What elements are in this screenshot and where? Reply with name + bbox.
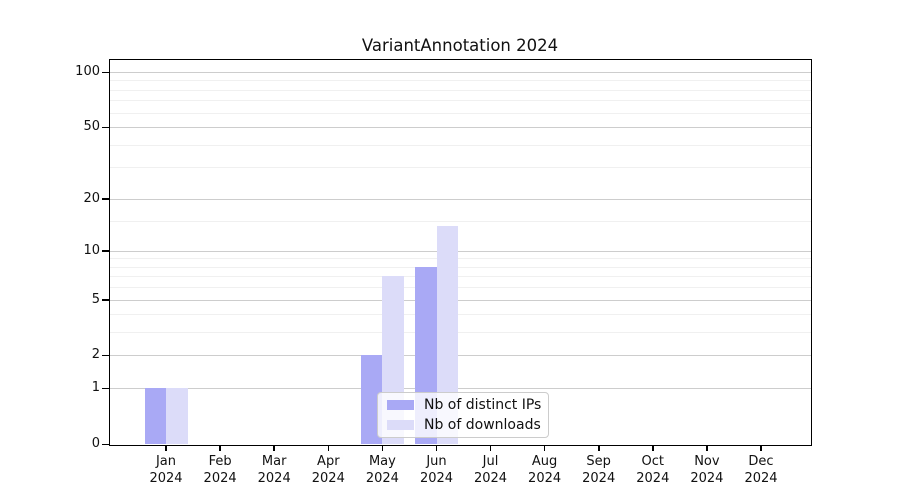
bar-jan-downloads <box>166 388 188 444</box>
legend-label-distinct-ips: Nb of distinct IPs <box>424 397 542 413</box>
x-tick-label: Jan 2024 <box>149 454 183 486</box>
x-tick-mark <box>165 445 167 451</box>
minor-gridline <box>110 332 811 334</box>
y-tick-mark <box>102 126 109 129</box>
major-gridline <box>110 355 811 357</box>
bar-jun-downloads <box>436 225 458 444</box>
minor-gridline <box>110 144 811 146</box>
y-tick-label: 20 <box>83 190 100 206</box>
y-tick-label: 1 <box>91 380 100 396</box>
legend-swatch-downloads <box>387 420 414 430</box>
legend: Nb of distinct IPs Nb of downloads <box>377 392 549 438</box>
x-tick-mark <box>219 445 221 451</box>
y-tick-mark <box>102 250 109 252</box>
minor-gridline <box>110 287 811 289</box>
x-tick-mark <box>652 445 654 451</box>
y-tick-mark <box>102 71 109 73</box>
x-tick-label: Sep 2024 <box>582 454 616 486</box>
major-gridline <box>110 127 811 129</box>
x-tick-label: Aug 2024 <box>528 454 562 486</box>
x-tick-label: May 2024 <box>365 454 399 486</box>
x-tick-mark <box>381 445 384 451</box>
minor-gridline <box>110 80 811 82</box>
y-tick-mark <box>102 354 109 357</box>
y-tick-label: 2 <box>91 347 100 363</box>
x-tick-mark <box>543 445 546 451</box>
major-gridline <box>110 250 811 252</box>
x-tick-mark <box>327 445 329 451</box>
legend-label-downloads: Nb of downloads <box>424 417 541 433</box>
minor-gridline <box>110 167 811 169</box>
y-tick-mark <box>102 387 109 390</box>
y-tick-label: 10 <box>83 242 100 258</box>
x-tick-label: Mar 2024 <box>257 454 291 486</box>
minor-gridline <box>110 266 811 268</box>
minor-gridline <box>110 314 811 316</box>
major-gridline <box>110 198 811 200</box>
minor-gridline <box>110 220 811 222</box>
plot-area: Nb of distinct IPs Nb of downloads <box>109 59 812 446</box>
bar-jan-distinct-ips <box>144 388 166 444</box>
major-gridline <box>110 299 811 301</box>
x-tick-label: Jul 2024 <box>473 454 508 486</box>
major-gridline <box>110 72 811 73</box>
legend-swatch-distinct-ips <box>387 400 414 410</box>
minor-gridline <box>110 112 811 114</box>
x-tick-mark <box>760 445 762 451</box>
x-tick-mark <box>598 445 600 451</box>
x-tick-mark <box>489 445 492 451</box>
legend-entry-distinct-ips: Nb of distinct IPs <box>387 397 542 413</box>
y-tick-label: 50 <box>83 119 100 135</box>
minor-gridline <box>110 258 811 260</box>
x-tick-mark <box>435 445 438 451</box>
y-tick-label: 0 <box>91 436 100 451</box>
y-tick-label: 5 <box>91 291 100 307</box>
x-tick-label: Apr 2024 <box>311 454 345 486</box>
y-tick-mark <box>102 299 109 301</box>
x-tick-mark <box>273 445 275 451</box>
legend-entry-downloads: Nb of downloads <box>387 417 541 433</box>
x-tick-mark <box>706 445 708 451</box>
minor-gridline <box>110 89 811 91</box>
x-tick-label: Dec 2024 <box>744 454 778 486</box>
x-tick-label: Jun 2024 <box>419 454 454 486</box>
x-tick-label: Oct 2024 <box>636 454 670 486</box>
x-tick-label: Feb 2024 <box>203 454 237 486</box>
major-gridline <box>110 388 811 390</box>
chart-title: VariantAnnotation 2024 <box>361 36 559 55</box>
y-tick-mark <box>102 198 109 200</box>
minor-gridline <box>110 100 811 102</box>
y-tick-mark <box>102 443 109 445</box>
minor-gridline <box>110 276 811 278</box>
x-tick-label: Nov 2024 <box>690 454 724 486</box>
y-tick-label: 100 <box>75 64 100 79</box>
